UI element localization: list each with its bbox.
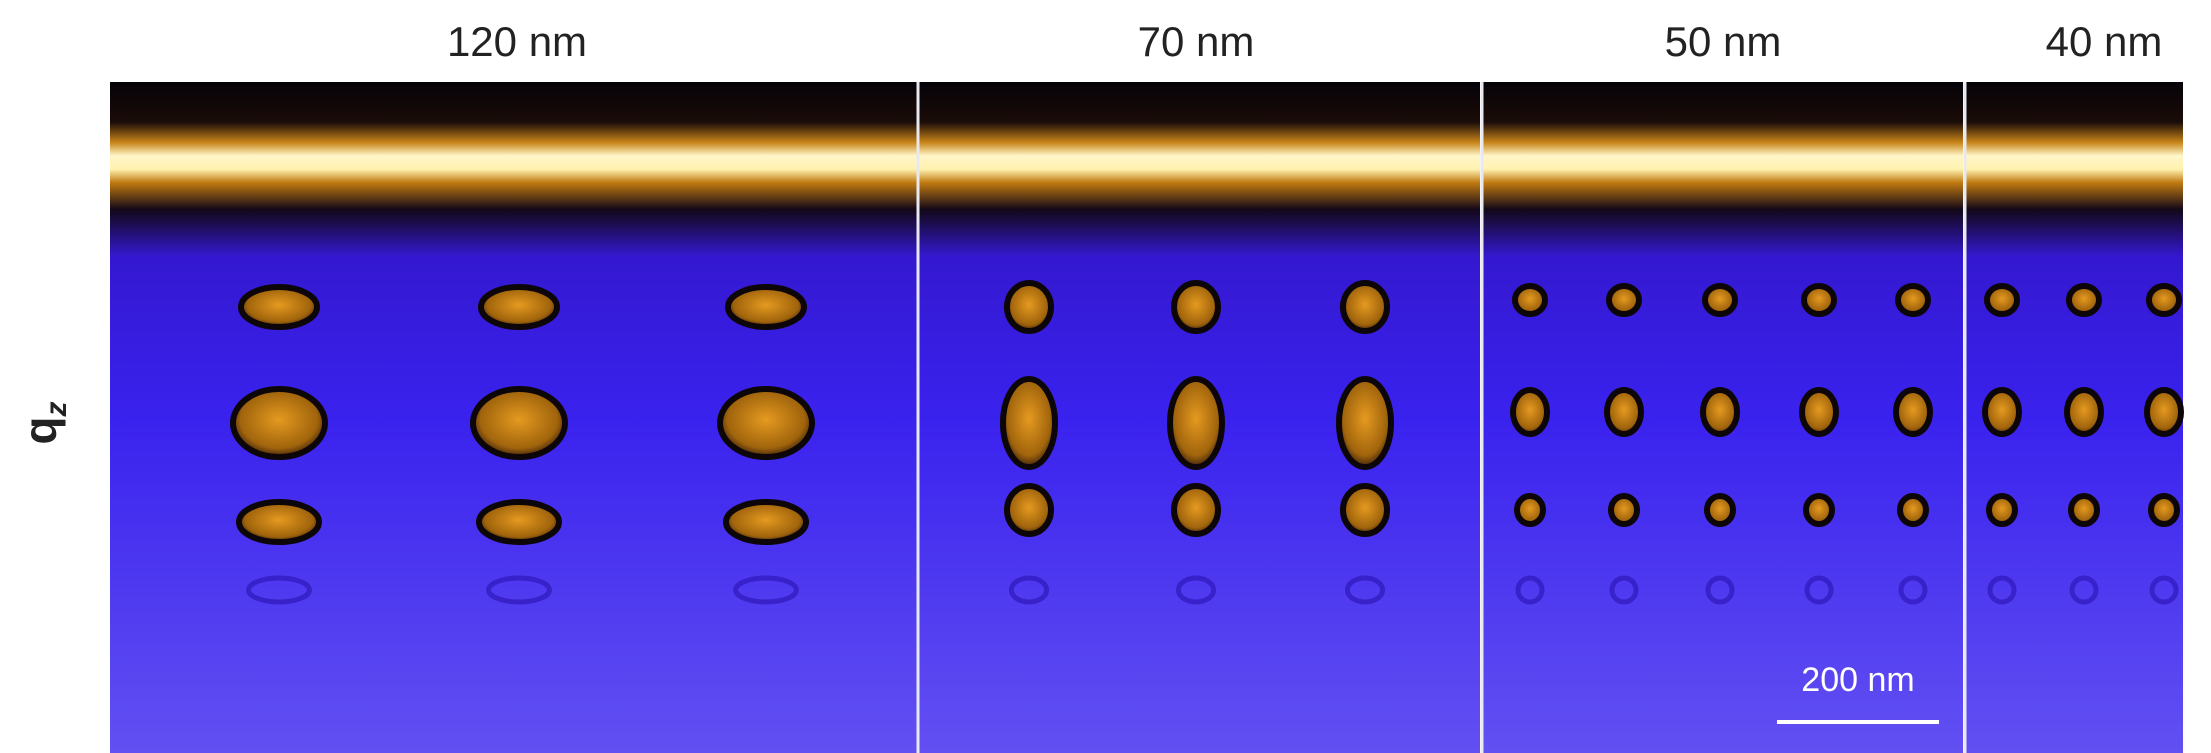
diffraction-spot: [1987, 286, 2017, 314]
diffraction-spot: [1007, 283, 1051, 331]
diffraction-spot: [728, 287, 804, 327]
diffraction-spot: [1985, 390, 2019, 434]
panels: [110, 82, 2183, 753]
diffraction-spot: [1343, 283, 1387, 331]
diffraction-spot: [1896, 390, 1930, 434]
diffraction-spot: [2147, 390, 2181, 434]
diffraction-spot: [239, 502, 319, 542]
diffraction-spot: [720, 389, 812, 457]
diffraction-spot: [1900, 496, 1926, 524]
diffraction-spot: [1174, 486, 1218, 534]
diffraction-spot: [1170, 379, 1222, 467]
diffraction-spot: [479, 502, 559, 542]
diffraction-spot: [2151, 496, 2177, 524]
scale-bar-label: 200 nm: [1801, 661, 1914, 699]
diffraction-spot: [1802, 390, 1836, 434]
figure: qz 200 nm 120 nm 70 nm 50 nm 40 nm: [0, 0, 2211, 753]
diffraction-spot: [2149, 286, 2179, 314]
diffraction-spot: [2071, 496, 2097, 524]
diffraction-spot: [1989, 496, 2015, 524]
diffraction-spot: [1515, 286, 1545, 314]
diffraction-spot: [233, 389, 325, 457]
diffraction-spot: [2069, 286, 2099, 314]
diffraction-spot: [1703, 390, 1737, 434]
axis-label-sub: z: [40, 401, 73, 417]
panel-label: 120 nm: [447, 18, 587, 65]
diffraction-spot: [481, 287, 557, 327]
panel-label: 40 nm: [2046, 18, 2163, 65]
diffraction-spot: [1174, 283, 1218, 331]
diffraction-spot: [1898, 286, 1928, 314]
diffraction-spot: [1806, 496, 1832, 524]
diffraction-spot: [1804, 286, 1834, 314]
panel-label: 50 nm: [1665, 18, 1782, 65]
diffraction-spot: [2067, 390, 2101, 434]
diffraction-spot: [1343, 486, 1387, 534]
diffraction-spot: [473, 389, 565, 457]
diffraction-spot: [1607, 390, 1641, 434]
diffraction-spot: [241, 287, 317, 327]
diffraction-spot: [1707, 496, 1733, 524]
diffraction-spot: [1513, 390, 1547, 434]
diffraction-spot: [1517, 496, 1543, 524]
diffraction-spot: [726, 502, 806, 542]
diffraction-spot: [1705, 286, 1735, 314]
diffraction-spot: [1003, 379, 1055, 467]
diffraction-spot: [1339, 379, 1391, 467]
diffraction-spot: [1007, 486, 1051, 534]
diffraction-spot: [1611, 496, 1637, 524]
axis-label-main: q: [14, 416, 66, 444]
diffraction-spot: [1609, 286, 1639, 314]
axis-label: qz: [14, 401, 73, 444]
panel-label: 70 nm: [1138, 18, 1255, 65]
